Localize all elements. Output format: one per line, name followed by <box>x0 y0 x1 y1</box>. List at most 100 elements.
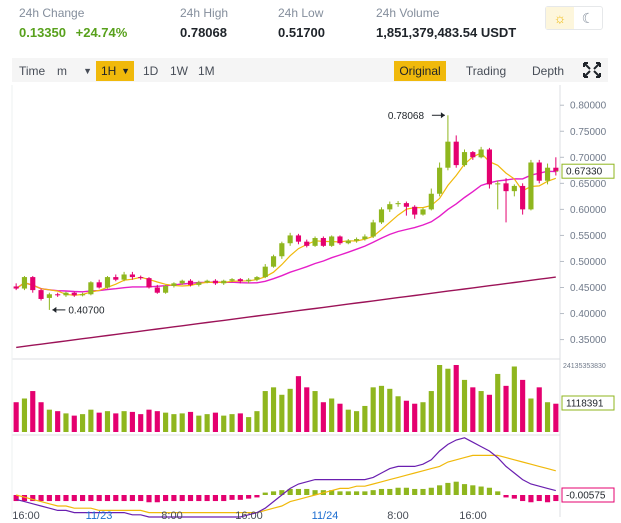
candle[interactable] <box>362 236 368 240</box>
time-button[interactable]: Time <box>19 64 46 78</box>
candle[interactable] <box>312 238 318 246</box>
candle[interactable] <box>437 167 443 194</box>
candle[interactable] <box>113 277 119 280</box>
candle[interactable] <box>146 278 152 288</box>
candle[interactable] <box>237 279 243 282</box>
candle[interactable] <box>287 235 293 244</box>
moon-icon[interactable]: ☾ <box>581 9 595 26</box>
candle[interactable] <box>229 279 235 281</box>
candle[interactable] <box>387 204 393 210</box>
candle[interactable] <box>279 243 285 257</box>
volume-bar <box>470 387 476 432</box>
macd-histogram-bar <box>412 488 418 495</box>
candle[interactable] <box>337 236 343 244</box>
candle[interactable] <box>403 203 409 207</box>
price-chart[interactable]: 0.80000 0.75000 0.70000 0.65000 0.60000 0.550… <box>0 85 621 523</box>
candle[interactable] <box>428 193 434 210</box>
candle[interactable] <box>453 141 459 166</box>
candle[interactable] <box>320 238 326 246</box>
candle[interactable] <box>55 294 61 296</box>
candle[interactable] <box>46 294 52 298</box>
volume-current-tag <box>561 395 615 411</box>
time-axis-label: 16:00 <box>235 510 263 522</box>
view-original-button[interactable]: Original <box>394 61 446 81</box>
candle[interactable] <box>412 206 418 215</box>
candle[interactable] <box>395 203 401 205</box>
candle[interactable] <box>171 283 177 286</box>
stat-value: 0.51700 <box>278 25 325 40</box>
candle[interactable] <box>179 280 185 284</box>
macd-histogram-bar <box>63 495 69 502</box>
candle[interactable] <box>354 239 360 241</box>
candle[interactable] <box>163 285 169 293</box>
candle[interactable] <box>420 209 426 215</box>
candle[interactable] <box>445 141 451 168</box>
candle[interactable] <box>71 292 77 296</box>
macd-histogram-bar <box>212 495 218 502</box>
candle[interactable] <box>187 280 194 285</box>
minute-dropdown[interactable]: m ▼ <box>52 61 96 81</box>
interval-1w-button[interactable]: 1W <box>170 64 188 78</box>
volume-bar <box>295 376 302 432</box>
candle[interactable] <box>536 162 542 181</box>
candle[interactable] <box>503 183 509 192</box>
volume-bar <box>403 400 409 432</box>
candle[interactable] <box>254 277 260 280</box>
candle[interactable] <box>221 280 227 284</box>
candle[interactable] <box>345 240 351 244</box>
time-axis-label: 8:00 <box>387 510 408 522</box>
stat-24h-high: 24h High 0.78068 <box>180 6 228 40</box>
candle[interactable] <box>486 149 492 185</box>
candle[interactable] <box>262 266 268 278</box>
candle[interactable] <box>30 277 36 291</box>
candle[interactable] <box>378 209 385 223</box>
candle[interactable] <box>461 152 468 166</box>
candle[interactable] <box>329 236 335 246</box>
candle[interactable] <box>470 152 476 158</box>
candle[interactable] <box>478 149 484 158</box>
candle[interactable] <box>370 222 376 237</box>
candle[interactable] <box>88 282 94 295</box>
macd-histogram-bar <box>461 484 468 495</box>
candle[interactable] <box>154 287 160 293</box>
macd-histogram-bar <box>55 495 61 502</box>
candle[interactable] <box>129 274 135 278</box>
ticker-stats: 24h Change 0.13350 +24.74% 24h High 0.78… <box>0 0 621 50</box>
interval-1h-dropdown[interactable]: 1H ▼ <box>96 61 134 81</box>
candle[interactable] <box>38 290 44 299</box>
candle[interactable] <box>270 256 277 267</box>
candle[interactable] <box>204 280 210 283</box>
candle[interactable] <box>96 282 102 288</box>
view-depth-button[interactable]: Depth <box>531 64 565 78</box>
candle[interactable] <box>495 183 501 185</box>
candle[interactable] <box>63 292 69 296</box>
macd-histogram-bar <box>354 491 360 495</box>
candle[interactable] <box>511 185 517 192</box>
candle[interactable] <box>13 286 19 289</box>
candle[interactable] <box>196 282 202 285</box>
candle[interactable] <box>104 277 111 288</box>
macd-histogram-bar <box>345 491 351 495</box>
sun-icon[interactable]: ☼ <box>546 7 574 29</box>
volume-bar <box>63 413 69 432</box>
macd-histogram-bar <box>30 495 36 502</box>
candle[interactable] <box>295 235 302 242</box>
candle[interactable] <box>553 167 559 172</box>
interval-1m-button[interactable]: 1M <box>198 64 215 78</box>
candle[interactable] <box>520 185 526 210</box>
view-trading-view-button[interactable]: Trading View <box>465 64 507 98</box>
macd-histogram-bar <box>304 488 310 495</box>
candle[interactable] <box>138 277 144 279</box>
stat-24h-volume: 24h Volume 1,851,379,483.54 USDT <box>376 6 516 40</box>
interval-1d-button[interactable]: 1D <box>143 64 159 78</box>
candle[interactable] <box>544 167 551 181</box>
candle[interactable] <box>21 277 28 289</box>
fullscreen-icon[interactable] <box>581 60 603 80</box>
candle[interactable] <box>80 294 86 296</box>
candle[interactable] <box>528 162 534 210</box>
candle[interactable] <box>212 280 218 284</box>
candle[interactable] <box>304 241 310 246</box>
theme-toggle[interactable]: ☼ ☾ <box>545 6 603 30</box>
candle[interactable] <box>246 279 252 282</box>
candle[interactable] <box>121 274 127 280</box>
